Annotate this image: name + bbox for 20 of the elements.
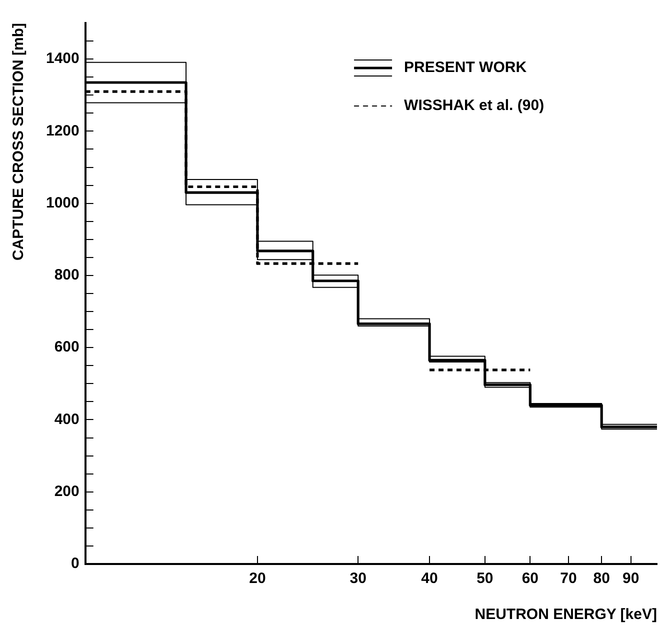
x-tick-label: 70 [560, 570, 577, 588]
y-axis-title: CAPTURE CROSS SECTION [mb] [10, 23, 28, 261]
x-tick-label: 60 [522, 570, 539, 588]
x-tick-label: 20 [249, 570, 266, 588]
y-tick-label: 800 [54, 266, 80, 284]
x-tick-label: 90 [622, 570, 640, 588]
legend-label: PRESENT WORK [404, 59, 527, 76]
x-axis-title: NEUTRON ENERGY [keV] [474, 606, 657, 624]
y-tick-label: 200 [54, 483, 80, 500]
x-tick-label: 80 [593, 570, 610, 588]
x-tick-label: 30 [350, 570, 366, 588]
x-tick-label: 50 [476, 570, 494, 588]
y-tick-label: 1200 [46, 122, 80, 140]
y-tick-label: 400 [54, 410, 80, 428]
x-tick-label: 40 [421, 570, 438, 588]
y-tick-label: 0 [71, 555, 80, 572]
legend-label: WISSHAK et al. (90) [404, 97, 544, 114]
y-tick-label: 1000 [46, 194, 80, 212]
y-tick-label: 1400 [46, 50, 80, 68]
y-tick-label: 600 [54, 338, 80, 356]
